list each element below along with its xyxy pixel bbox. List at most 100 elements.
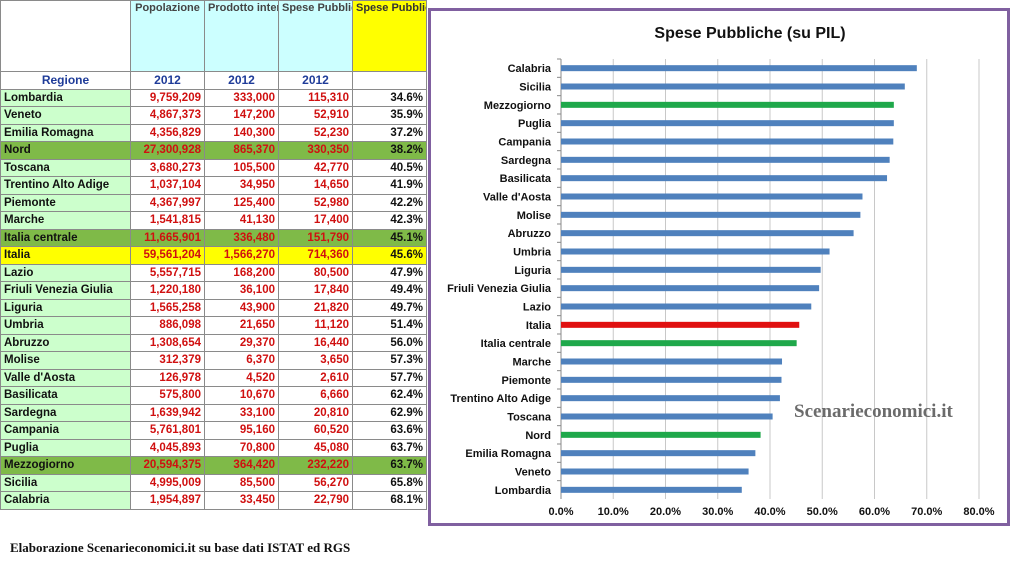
bar	[561, 340, 797, 347]
x-tick-label: 50.0%	[807, 506, 838, 518]
subheader-year-spese: 2012	[278, 71, 353, 90]
table-subheader-row: Regione 2012 2012 2012	[0, 71, 427, 90]
y-category-label: Lombardia	[495, 485, 552, 497]
x-tick-label: 30.0%	[702, 506, 733, 518]
bar	[561, 138, 894, 145]
bar	[561, 83, 905, 90]
y-category-label: Trentino Alto Adige	[450, 393, 551, 405]
bar	[561, 358, 783, 365]
spese-pil-cell: 68.1%	[352, 491, 427, 510]
region-name-cell: Nord	[0, 141, 131, 160]
bar	[561, 193, 863, 200]
population-cell: 4,995,009	[130, 473, 205, 492]
table-row: Emilia Romagna 4,356,829 140,300 52,230 37.2…	[0, 123, 427, 142]
bar	[561, 431, 761, 438]
bar	[561, 285, 820, 292]
spese-pil-cell: 40.5%	[352, 158, 427, 177]
population-cell: 1,220,180	[130, 281, 205, 300]
table-row: Piemonte 4,367,997 125,400 52,980 42.2%	[0, 193, 427, 212]
population-cell: 1,308,654	[130, 333, 205, 352]
pil-cell: 33,450	[204, 491, 279, 510]
table-body: Lombardia 9,759,209 333,000 115,310 34.6% Ven…	[0, 88, 427, 510]
spese-pil-cell: 42.3%	[352, 211, 427, 230]
x-tick-label: 10.0%	[598, 506, 629, 518]
y-category-label: Umbria	[513, 247, 552, 259]
spese-pil-cell: 63.7%	[352, 456, 427, 475]
region-name-cell: Piemonte	[0, 193, 131, 212]
table-row: Veneto 4,867,373 147,200 52,910 35.9%	[0, 106, 427, 125]
table-header-row: Popolazione Prodotto interno lordo ai pr…	[0, 0, 427, 72]
pil-cell: 41,130	[204, 211, 279, 230]
region-name-cell: Sardegna	[0, 403, 131, 422]
subheader-year-pil: 2012	[204, 71, 279, 90]
population-cell: 4,367,997	[130, 193, 205, 212]
region-name-cell: Calabria	[0, 491, 131, 510]
x-tick-label: 40.0%	[754, 506, 785, 518]
pil-cell: 29,370	[204, 333, 279, 352]
bar	[561, 175, 888, 182]
bar	[561, 65, 917, 72]
y-category-label: Friuli Venezia Giulia	[447, 283, 552, 295]
spese-pil-cell: 63.7%	[352, 438, 427, 457]
spese-cell: 20,810	[278, 403, 353, 422]
region-name-cell: Valle d'Aosta	[0, 368, 131, 387]
y-category-label: Emilia Romagna	[465, 448, 551, 460]
spese-pil-cell: 45.6%	[352, 246, 427, 265]
pil-cell: 43,900	[204, 298, 279, 317]
spese-pil-cell: 41.9%	[352, 176, 427, 195]
population-cell: 126,978	[130, 368, 205, 387]
header-spese-pil: Spese Pubbliche (su PIL)	[352, 0, 427, 72]
bar	[561, 211, 861, 218]
population-cell: 886,098	[130, 316, 205, 335]
region-name-cell: Molise	[0, 351, 131, 370]
spese-cell: 52,230	[278, 123, 353, 142]
table-row: Puglia 4,045,893 70,800 45,080 63.7%	[0, 438, 427, 457]
y-category-label: Puglia	[518, 118, 552, 130]
pil-cell: 865,370	[204, 141, 279, 160]
spese-pil-cell: 62.9%	[352, 403, 427, 422]
pil-cell: 10,670	[204, 386, 279, 405]
spese-cell: 60,520	[278, 421, 353, 440]
y-category-label: Marche	[512, 357, 551, 369]
y-category-label: Basilicata	[500, 173, 552, 185]
header-popolazione: Popolazione	[130, 0, 205, 72]
data-table-panel: Popolazione Prodotto interno lordo ai pr…	[0, 0, 428, 510]
region-name-cell: Abruzzo	[0, 333, 131, 352]
spese-pil-cell: 45.1%	[352, 228, 427, 247]
table-row: Trentino Alto Adige 1,037,104 34,950 14,650…	[0, 176, 427, 195]
chart-title: Spese Pubbliche (su PIL)	[654, 25, 845, 42]
spese-cell: 16,440	[278, 333, 353, 352]
region-name-cell: Lombardia	[0, 88, 131, 107]
spese-cell: 714,360	[278, 246, 353, 265]
bar	[561, 120, 894, 127]
pil-cell: 34,950	[204, 176, 279, 195]
spese-cell: 115,310	[278, 88, 353, 107]
pil-cell: 125,400	[204, 193, 279, 212]
region-name-cell: Veneto	[0, 106, 131, 125]
population-cell: 5,557,715	[130, 263, 205, 282]
spese-cell: 52,910	[278, 106, 353, 125]
spese-pil-cell: 42.2%	[352, 193, 427, 212]
pil-cell: 140,300	[204, 123, 279, 142]
bar	[561, 303, 812, 310]
x-tick-label: 20.0%	[650, 506, 681, 518]
y-category-label: Piemonte	[501, 375, 551, 387]
spese-cell: 330,350	[278, 141, 353, 160]
pil-cell: 168,200	[204, 263, 279, 282]
region-name-cell: Italia	[0, 246, 131, 265]
bar	[561, 266, 821, 273]
pil-cell: 95,160	[204, 421, 279, 440]
spese-pil-cell: 38.2%	[352, 141, 427, 160]
chart-panel: Spese Pubbliche (su PIL) 0.0% 10.0% 20.0% 30…	[428, 8, 1010, 526]
region-name-cell: Toscana	[0, 158, 131, 177]
spese-pil-cell: 57.7%	[352, 368, 427, 387]
table-row: Molise 312,379 6,370 3,650 57.3%	[0, 351, 427, 370]
y-category-label: Nord	[525, 430, 551, 442]
pil-cell: 70,800	[204, 438, 279, 457]
x-tick-label: 60.0%	[859, 506, 890, 518]
spese-cell: 14,650	[278, 176, 353, 195]
population-cell: 27,300,928	[130, 141, 205, 160]
bar	[561, 248, 830, 255]
population-cell: 1,565,258	[130, 298, 205, 317]
spese-pil-cell: 63.6%	[352, 421, 427, 440]
